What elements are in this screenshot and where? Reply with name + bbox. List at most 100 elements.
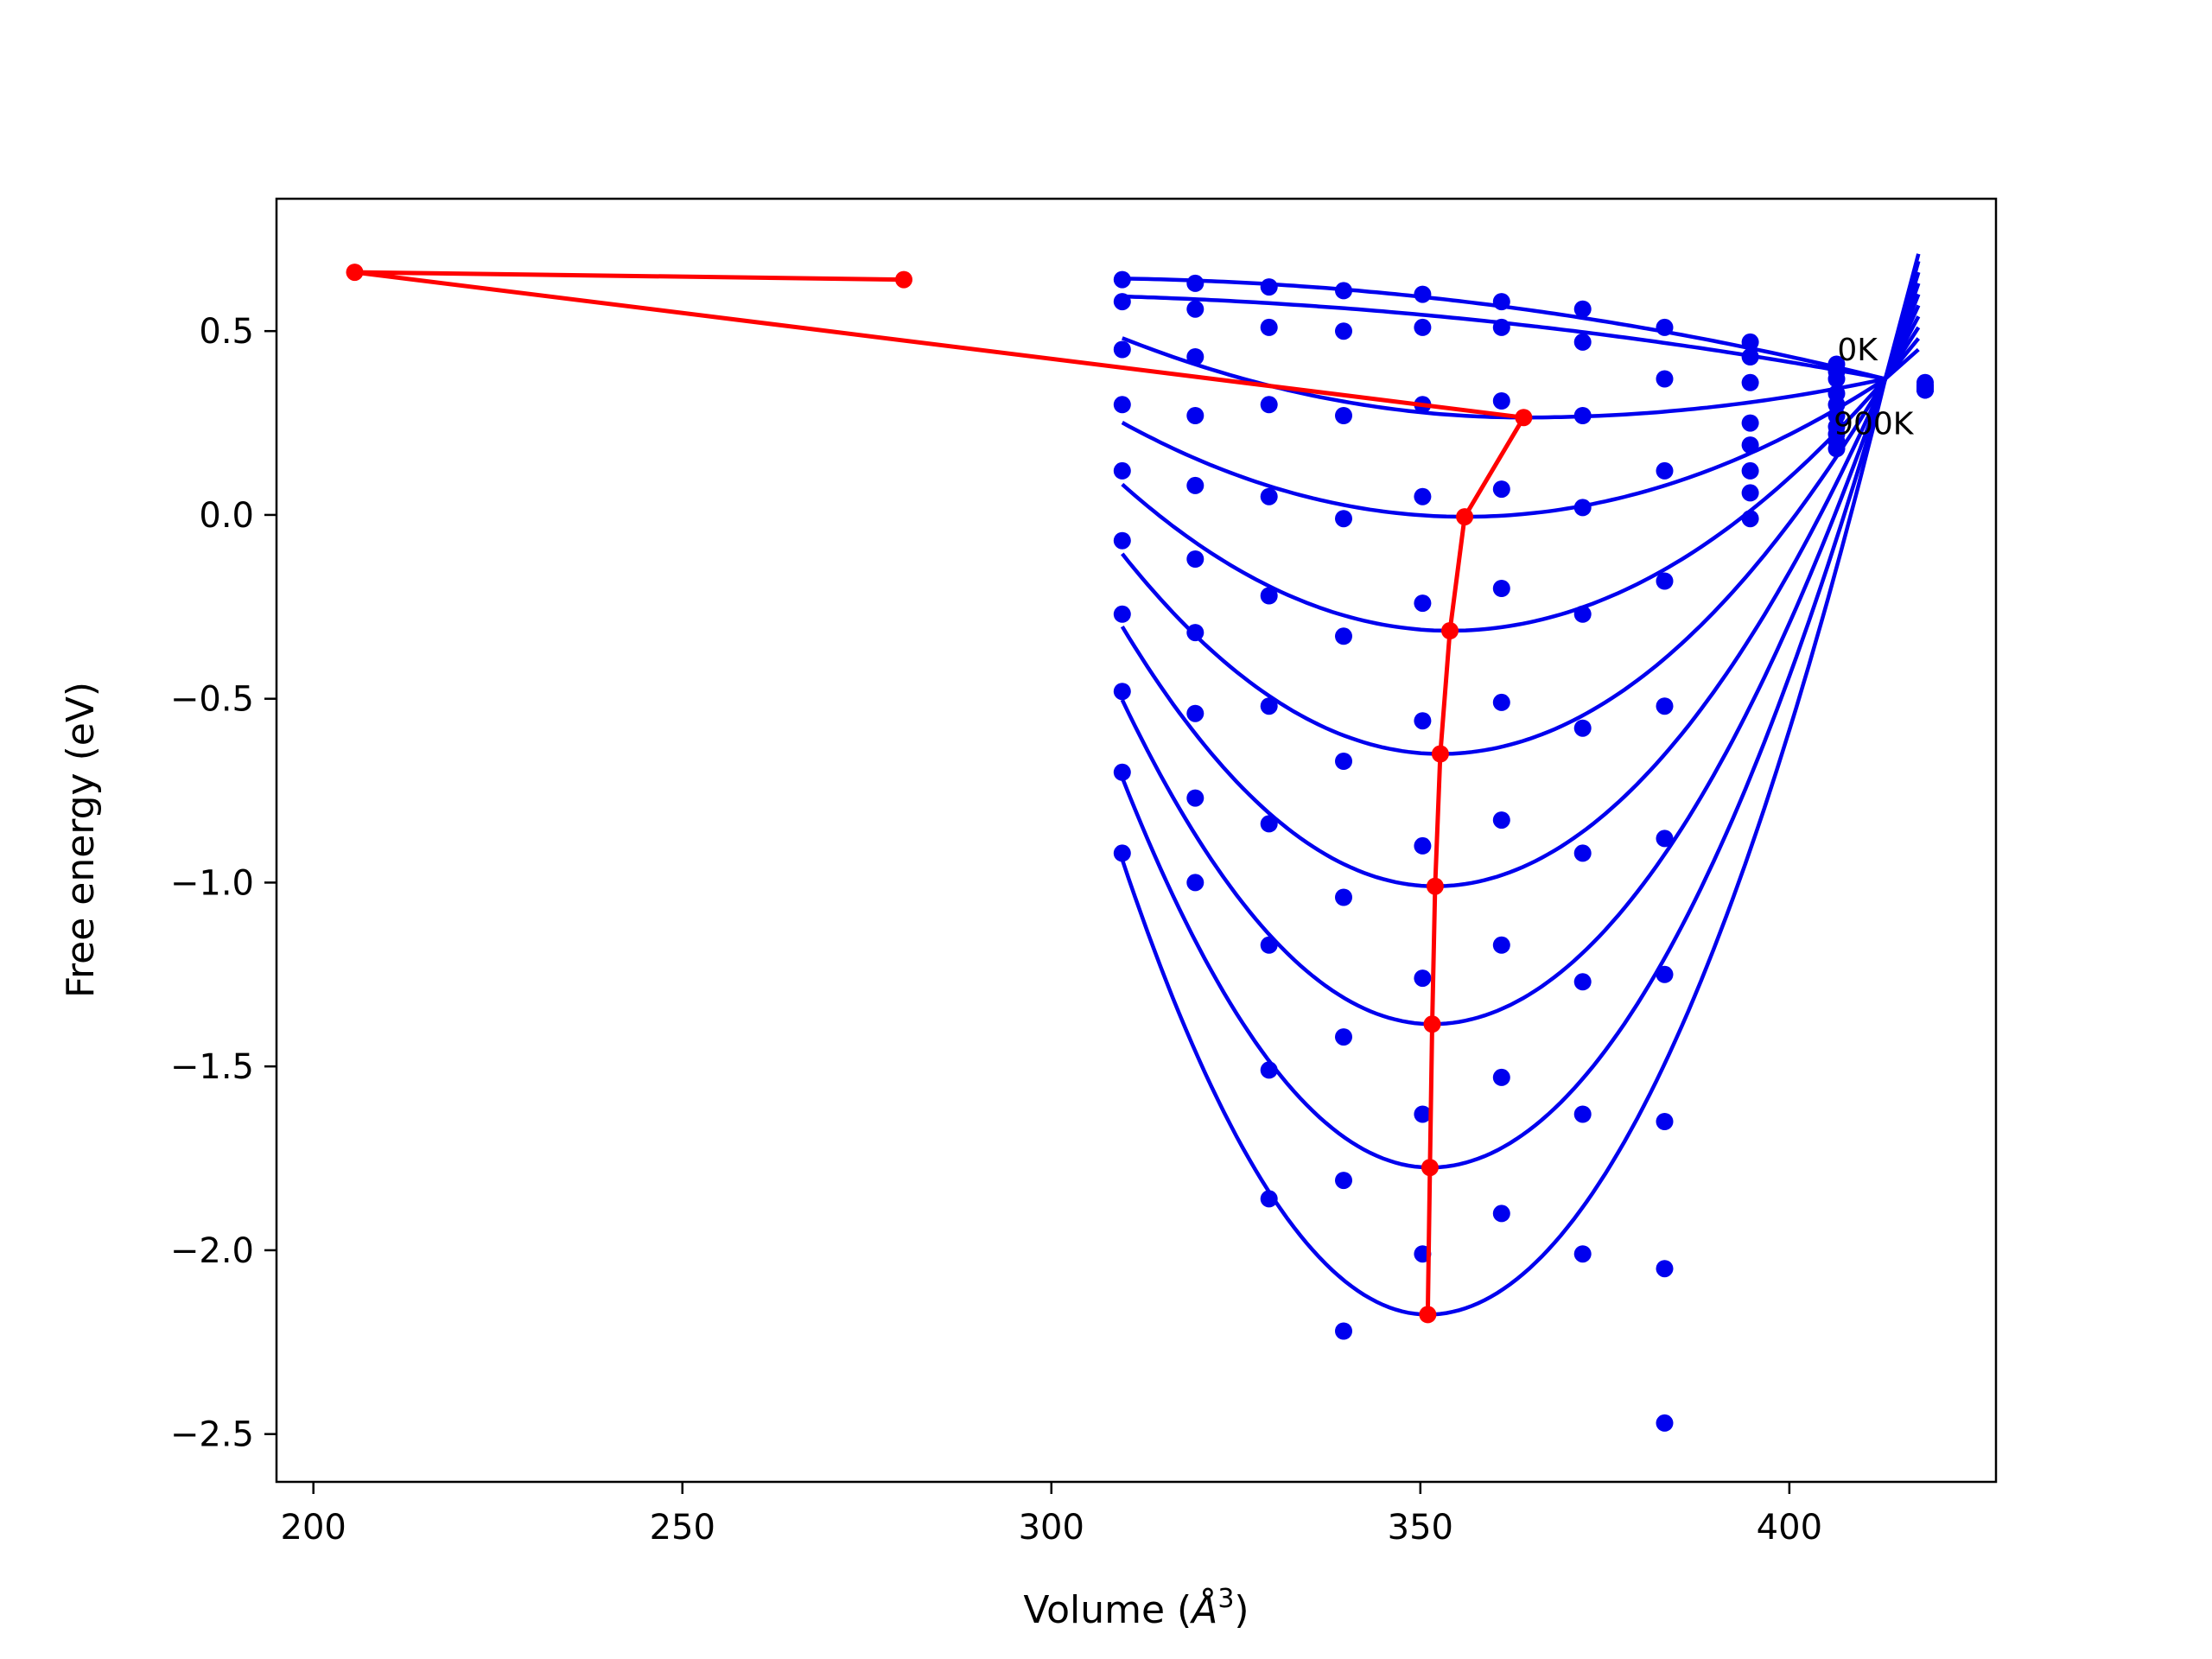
data-point-s11-3: [1260, 1190, 1278, 1208]
data-point-s6-5: [1414, 594, 1432, 613]
data-point-s2-5: [1414, 318, 1432, 336]
data-point-s9-8: [1656, 965, 1674, 983]
x-axis-title: Volume (Å3): [1023, 1584, 1249, 1632]
data-point-s10-1: [1113, 844, 1131, 862]
data-point-s9-1: [1113, 763, 1131, 781]
data-point-s1-8: [1656, 318, 1674, 336]
data-point-s10-4: [1335, 1172, 1352, 1190]
data-point-s11-4: [1335, 1322, 1352, 1340]
data-point-s6-6: [1492, 580, 1510, 597]
equilibrium-point-1: [895, 270, 912, 289]
plot-content: [346, 253, 1934, 1432]
data-point-s2-7: [1573, 333, 1592, 351]
data-point-s9-4: [1335, 1028, 1352, 1046]
data-point-s5-7: [1573, 499, 1592, 517]
data-point-s10-10: [1827, 440, 1846, 458]
data-point-s1-7: [1573, 300, 1592, 318]
y-tick-label-5: −2.0: [170, 1231, 254, 1271]
data-point-s8-6: [1492, 811, 1510, 830]
annotation-1: 0K: [1837, 333, 1878, 368]
data-point-s3-10: [1827, 370, 1846, 388]
data-point-s9-3: [1260, 936, 1278, 954]
data-point-s7-6: [1492, 693, 1510, 711]
data-point-s11-6: [1492, 1205, 1510, 1223]
data-point-s9-7: [1573, 973, 1592, 991]
y-tick-label-6: −2.5: [170, 1415, 254, 1455]
equilibrium-point-6: [1431, 745, 1449, 763]
fit-curve-2: [1121, 283, 1921, 519]
equilibrium-point-5: [1441, 622, 1459, 639]
fit-curve-5: [1120, 315, 1921, 888]
data-point-s10-2: [1186, 874, 1205, 892]
data-point-s1-4: [1335, 282, 1352, 300]
x-tick-label-300: 300: [1019, 1508, 1084, 1548]
data-point-s5-3: [1260, 487, 1278, 505]
data-point-s11-8: [1656, 1260, 1674, 1278]
y-tick-label-0: 0.5: [199, 312, 254, 352]
equilibrium-point-7: [1426, 877, 1444, 895]
data-point-s6-1: [1113, 531, 1131, 550]
data-point-s2-9: [1741, 348, 1759, 365]
data-point-s3-8: [1656, 370, 1674, 388]
annotation-2: 900K: [1834, 406, 1915, 442]
data-point-s5-5: [1414, 487, 1432, 505]
data-point-s5-9: [1741, 436, 1759, 454]
data-point-s3-1: [1113, 340, 1131, 359]
equilibrium-point-2: [346, 264, 364, 282]
data-point-s10-6: [1492, 1068, 1510, 1086]
data-point-s7-7: [1573, 719, 1592, 737]
data-point-s8-1: [1113, 683, 1131, 701]
data-point-s9-5: [1414, 969, 1432, 988]
data-point-s1-3: [1260, 278, 1278, 296]
data-point-s6-4: [1335, 627, 1352, 645]
data-point-s12-8: [1656, 1414, 1674, 1432]
data-point-s8-8: [1656, 830, 1674, 848]
data-point-s10-11: [1916, 381, 1934, 399]
data-point-s7-2: [1186, 624, 1205, 642]
x-tick-label-250: 250: [650, 1508, 715, 1548]
annotations: 0K 900K: [1834, 333, 1915, 442]
data-point-s6-9: [1741, 461, 1759, 480]
plot-frame: [275, 197, 1998, 1484]
data-point-s6-7: [1573, 605, 1592, 623]
data-point-s8-9: [1741, 510, 1759, 528]
data-point-s7-8: [1656, 697, 1674, 715]
data-point-s1-5: [1414, 285, 1432, 303]
equilibrium-point-10: [1419, 1306, 1437, 1324]
data-point-s8-4: [1335, 888, 1352, 906]
data-point-s6-3: [1260, 587, 1278, 605]
equilibrium-point-9: [1421, 1159, 1439, 1177]
data-point-s6-8: [1656, 572, 1674, 590]
fit-curve-3: [1121, 293, 1921, 633]
data-point-s2-6: [1492, 318, 1510, 336]
data-point-s7-1: [1113, 605, 1131, 623]
fit-curve-4: [1121, 304, 1921, 756]
data-point-s9-2: [1186, 789, 1205, 807]
y-axis: 0.5 0.0 −0.5 −1.0 −1.5 −2.0 −2.5: [170, 312, 276, 1455]
data-point-s4-9: [1741, 414, 1759, 432]
data-point-s3-9: [1741, 373, 1759, 391]
fit-curve-7: [1120, 337, 1921, 1170]
data-point-s4-3: [1260, 396, 1278, 414]
data-point-s1-6: [1492, 293, 1510, 311]
data-point-s1-2: [1186, 274, 1205, 292]
data-point-s4-2: [1186, 407, 1205, 424]
data-point-s10-8: [1656, 1113, 1674, 1130]
fit-curve-8: [1120, 347, 1920, 1317]
data-point-s8-2: [1186, 704, 1205, 722]
equilibrium-line: [354, 270, 1528, 1315]
data-point-s10-3: [1260, 1061, 1278, 1079]
data-point-s2-1: [1113, 293, 1131, 311]
data-point-s7-3: [1260, 697, 1278, 715]
data-point-s5-2: [1186, 476, 1205, 494]
y-tick-label-3: −1.0: [170, 863, 254, 903]
data-point-s7-5: [1414, 712, 1432, 730]
data-point-s4-7: [1573, 407, 1592, 424]
y-tick-label-2: −0.5: [170, 680, 254, 720]
y-axis-title: Free energy (eV): [59, 682, 103, 998]
data-point-s5-6: [1492, 480, 1510, 499]
data-point-s5-4: [1335, 510, 1352, 528]
x-axis: 200 250 300 350 400: [281, 1482, 1822, 1548]
data-point-s10-5: [1414, 1105, 1432, 1123]
data-point-s2-4: [1335, 322, 1352, 340]
